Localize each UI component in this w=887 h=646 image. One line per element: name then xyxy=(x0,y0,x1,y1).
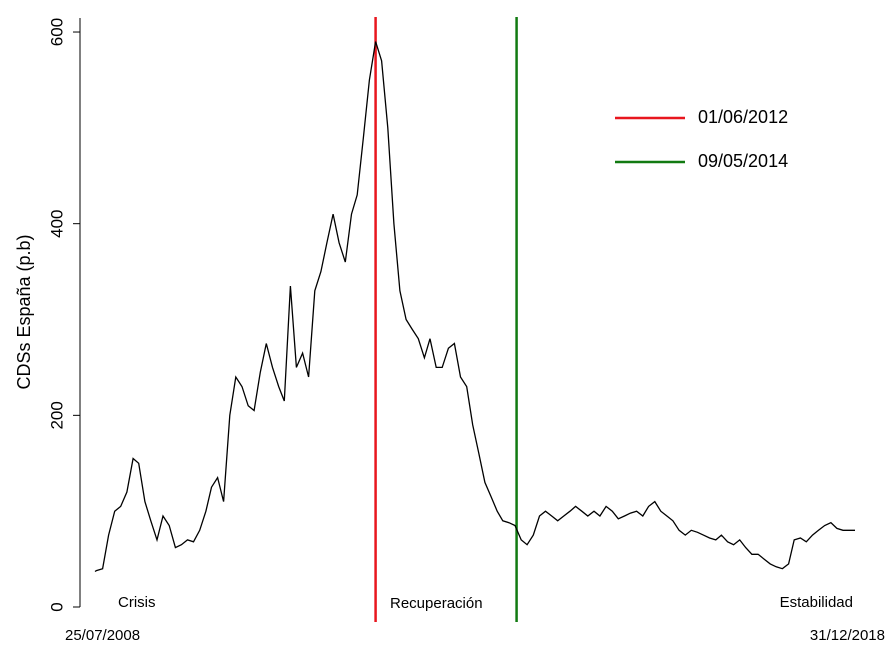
y-tick-label: 200 xyxy=(47,401,66,429)
x-tick-label: 31/12/2018 xyxy=(810,627,885,644)
x-tick-label: 25/07/2008 xyxy=(65,627,140,644)
annotation: Crisis xyxy=(118,594,156,611)
y-tick-label: 400 xyxy=(47,209,66,237)
legend-label: 01/06/2012 xyxy=(698,107,788,127)
y-tick-label: 600 xyxy=(47,18,66,46)
legend-label: 09/05/2014 xyxy=(698,151,788,171)
annotation: Recuperación xyxy=(390,595,483,612)
series-line xyxy=(94,41,855,573)
annotation: Estabilidad xyxy=(780,594,853,611)
y-axis-label: CDSs España (p.b) xyxy=(14,234,34,389)
y-tick-label: 0 xyxy=(47,602,66,611)
